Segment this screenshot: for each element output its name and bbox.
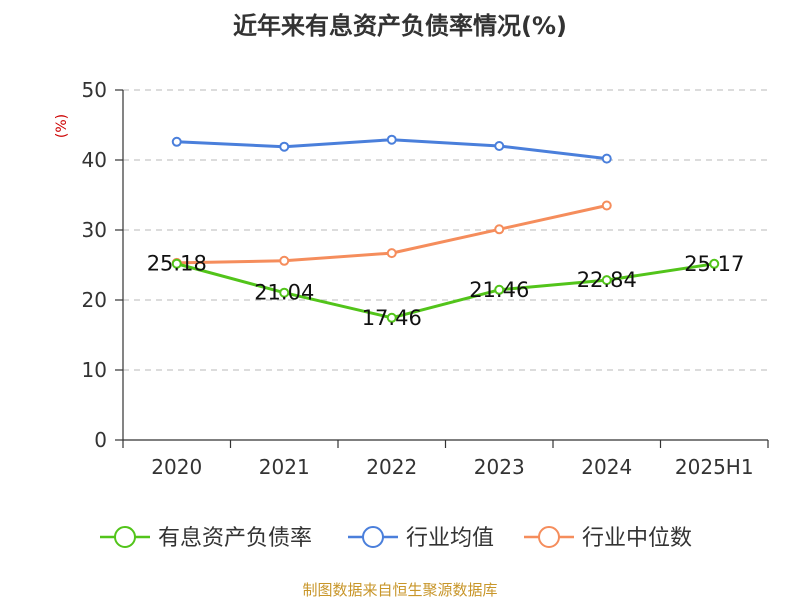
x-tick-labels: 2020 2021 2022 2023 2024 2025H1 [151, 455, 753, 479]
x-tick-label: 2025H1 [675, 455, 754, 479]
series-point-2 [386, 248, 397, 259]
data-label: 21.04 [254, 281, 314, 305]
series-point-0 [709, 258, 720, 269]
legend-swatch-marker [114, 526, 136, 548]
legend-swatch-marker [538, 526, 560, 548]
series-point-2 [279, 255, 290, 266]
y-tick-label: 40 [82, 148, 107, 172]
series-point-1 [279, 141, 290, 152]
series-point-0 [386, 312, 397, 323]
data-label: 21.46 [469, 278, 529, 302]
series-point-1 [171, 136, 182, 147]
y-tick-label: 30 [82, 218, 107, 242]
series-point-1 [601, 153, 612, 164]
y-tick-label: 0 [94, 428, 107, 452]
series-point-2 [601, 200, 612, 211]
series-line-0 [176, 262, 715, 320]
series-layer [171, 134, 720, 323]
x-tick-label: 2024 [581, 455, 632, 479]
y-tick-label: 50 [82, 78, 107, 102]
axes [115, 89, 769, 448]
x-tick-label: 2020 [151, 455, 202, 479]
series-point-1 [494, 141, 505, 151]
source-note: 制图数据来自恒生聚源数据库 [302, 581, 497, 599]
legend-label: 行业中位数 [582, 526, 692, 551]
data-label: 17.46 [362, 306, 422, 330]
series-point-0 [171, 258, 182, 269]
x-tick-label: 2021 [259, 455, 310, 479]
data-label: 25.17 [684, 252, 744, 276]
x-tick-label: 2023 [474, 455, 525, 479]
series-point-0 [601, 275, 612, 286]
legend-label: 有息资产负债率 [158, 526, 312, 551]
y-tick-label: 10 [82, 358, 107, 382]
y-tick-label: 20 [82, 288, 107, 312]
y-axis-label: (%) [54, 114, 70, 138]
data-label: 25.18 [147, 252, 207, 276]
gridlines [123, 89, 768, 371]
series-point-0 [494, 284, 505, 295]
data-labels: 25.18 21.04 17.46 21.46 22.84 25.17 [147, 252, 745, 330]
series-point-1 [386, 134, 397, 145]
series-point-0 [279, 287, 290, 298]
legend[interactable]: 有息资产负债率 行业均值 行业中位数 [100, 526, 692, 551]
chart-title: 近年来有息资产负债率情况(%) [233, 12, 567, 40]
x-tick-label: 2022 [366, 455, 417, 479]
data-label: 22.84 [577, 268, 637, 292]
legend-label: 行业均值 [406, 526, 494, 551]
series-point-2 [494, 224, 505, 235]
y-tick-labels: 0 10 20 30 40 50 [82, 78, 107, 452]
legend-swatch-marker [362, 526, 384, 548]
